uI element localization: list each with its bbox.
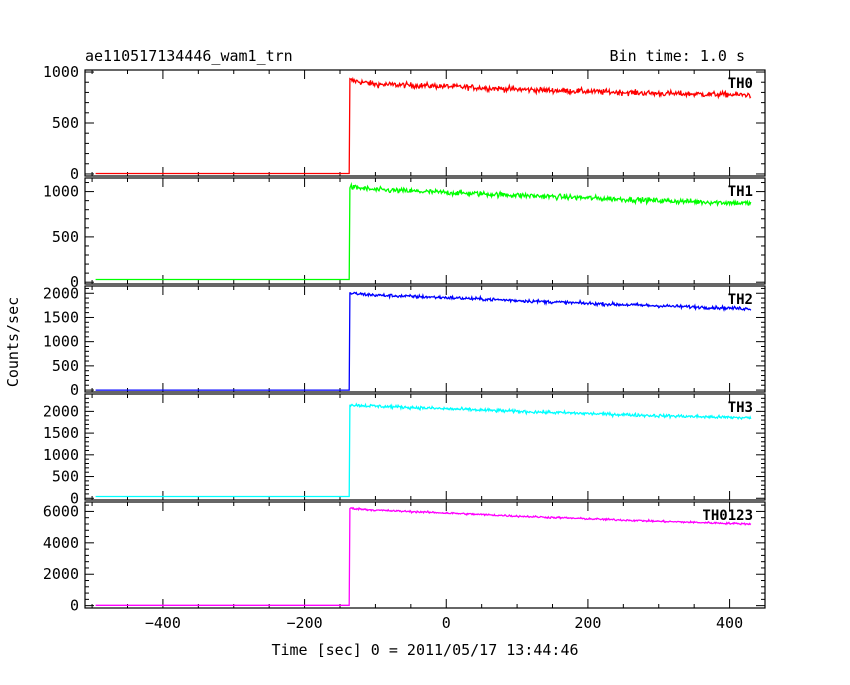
series-label-th0123: TH0123	[702, 508, 753, 524]
y-tick-label-th1: 0	[70, 273, 79, 291]
series-line-th1	[95, 181, 752, 281]
y-tick-label-th3: 1000	[43, 446, 79, 464]
x-tick-label: −400	[145, 614, 181, 632]
y-tick-label-th2: 2000	[43, 284, 79, 302]
panel-frame-th2	[84, 285, 766, 393]
y-tick-label-th1: 500	[52, 228, 79, 246]
y-axis-label: Counts/sec	[4, 297, 22, 387]
series-label-th0: TH0	[728, 76, 753, 92]
y-tick-label-th0123: 6000	[43, 502, 79, 520]
series-line-th0123	[95, 506, 752, 606]
x-tick-label: 200	[574, 614, 601, 632]
y-tick-label-th0: 0	[70, 165, 79, 183]
y-tick-label-th2: 0	[70, 381, 79, 399]
y-tick-label-th0123: 2000	[43, 565, 79, 583]
panel-frame-th1	[84, 177, 766, 285]
y-tick-label-th3: 2000	[43, 402, 79, 420]
series-line-th2	[95, 291, 752, 391]
series-line-th0	[95, 76, 752, 175]
x-axis-label: Time [sec] 0 = 2011/05/17 13:44:46	[271, 641, 578, 659]
series-label-th2: TH2	[728, 292, 753, 308]
series-label-th3: TH3	[728, 400, 753, 416]
y-tick-label-th2: 1000	[43, 333, 79, 351]
y-tick-label-th0: 500	[52, 114, 79, 132]
y-tick-label-th1: 1000	[43, 183, 79, 201]
series-label-th1: TH1	[728, 184, 753, 200]
y-tick-label-th0123: 0	[70, 597, 79, 615]
y-tick-label-th3: 500	[52, 468, 79, 486]
panel-th1: 0 500 1000 TH1	[43, 177, 766, 291]
x-tick-label: 0	[442, 614, 451, 632]
y-tick-label-th3: 1500	[43, 424, 79, 442]
panel-frame-th0123	[84, 501, 766, 609]
y-tick-label-th2: 500	[52, 357, 79, 375]
panel-th0123: 0 2000 4000 6000 TH0123 −400 −200 0 200 400	[43, 501, 766, 632]
panel-th2: 0 500 1000 1500 2000 TH2	[43, 284, 766, 399]
panel-frame-th3	[84, 393, 766, 501]
panel-th0: 0 500 1000 TH0	[43, 63, 766, 183]
bin-time-label: Bin time: 1.0 s	[610, 47, 745, 65]
x-tick-label: −200	[287, 614, 323, 632]
chart-title: ae110517134446_wam1_trn	[85, 47, 293, 65]
y-tick-label-th2: 1500	[43, 308, 79, 326]
y-tick-label-th0: 1000	[43, 63, 79, 81]
y-tick-label-th0123: 4000	[43, 534, 79, 552]
x-tick-label: 400	[716, 614, 743, 632]
panel-th3: 0 500 1000 1500 2000 TH3	[43, 393, 766, 507]
y-tick-label-th3: 0	[70, 489, 79, 507]
series-line-th3	[95, 402, 752, 498]
